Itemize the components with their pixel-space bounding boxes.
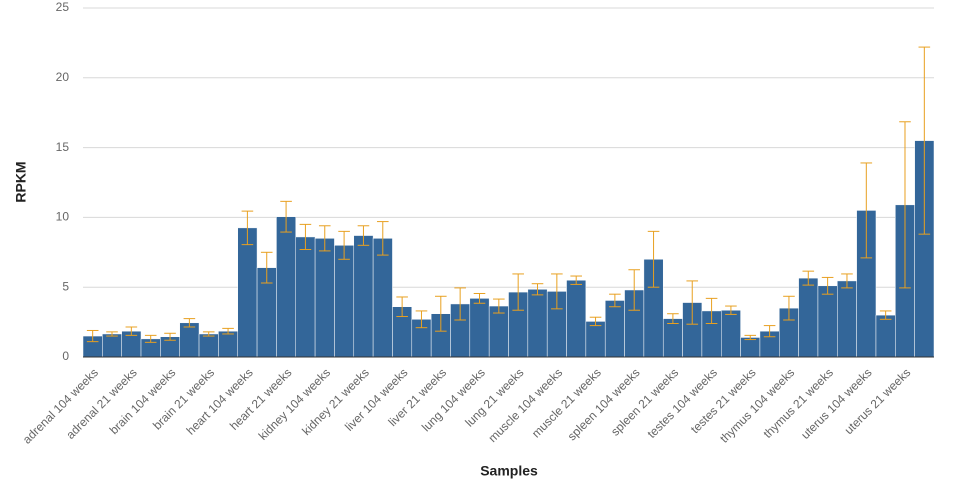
x-tick-label: uterus 21 weeks — [842, 365, 914, 437]
bar — [488, 305, 509, 358]
x-tick-label: spleen 21 weeks — [608, 365, 681, 438]
y-tick-label: 10 — [56, 210, 70, 224]
bar — [604, 300, 625, 358]
x-tick-label: kidney 21 weeks — [299, 365, 372, 438]
x-tick-label: spleen 104 weeks — [565, 365, 643, 443]
x-tick-label: muscle 21 weeks — [529, 365, 604, 440]
x-tick-label: thymus 21 weeks — [761, 365, 836, 440]
y-tick-label: 25 — [56, 0, 70, 14]
x-tick-label: heart 104 weeks — [184, 365, 256, 437]
bar — [740, 337, 761, 358]
bar — [295, 236, 316, 358]
bar — [102, 333, 122, 358]
bar — [276, 216, 296, 358]
bar — [585, 321, 606, 358]
bar — [372, 238, 393, 358]
x-tick-label: testes 104 weeks — [644, 365, 719, 440]
y-tick-label: 0 — [62, 349, 69, 363]
bar — [817, 285, 838, 358]
x-tick-label: brain 104 weeks — [107, 365, 179, 437]
bar — [353, 235, 374, 358]
bar — [837, 280, 857, 358]
x-tick-label: uterus 104 weeks — [798, 365, 874, 441]
bar — [237, 227, 258, 358]
x-tick-label: kidney 104 weeks — [256, 365, 333, 442]
x-axis-title: Samples — [480, 463, 538, 479]
y-axis-title: RPKM — [13, 161, 29, 202]
bar — [875, 314, 896, 358]
bar — [721, 309, 741, 358]
bar — [198, 333, 219, 358]
bar — [469, 298, 490, 358]
x-tick-label: adrenal 21 weeks — [63, 365, 139, 441]
bar — [798, 277, 819, 358]
bar — [179, 322, 200, 358]
bar — [218, 330, 238, 358]
y-tick-label: 5 — [62, 279, 69, 293]
y-tick-label: 15 — [56, 140, 70, 154]
bar — [566, 279, 587, 358]
y-tick-label: 20 — [56, 70, 70, 84]
bar — [314, 238, 335, 358]
bar — [662, 318, 683, 358]
bar — [334, 245, 355, 358]
bar — [527, 289, 548, 358]
